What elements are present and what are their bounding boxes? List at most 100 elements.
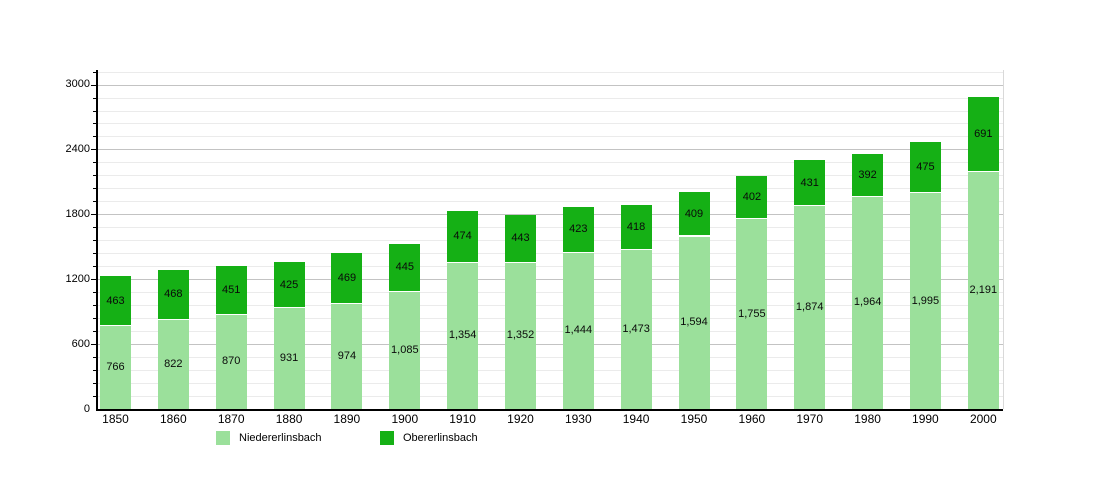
bar-value-label-niedererlinsbach: 1,354 [448, 329, 477, 342]
y-axis-minor-tick [93, 292, 98, 294]
bar-segment-niedererlinsbach [331, 303, 363, 409]
bar-segment-niedererlinsbach [100, 326, 131, 409]
bar-value-label-obererlinsbach: 463 [106, 294, 125, 307]
y-axis-major-tick [91, 279, 98, 281]
bar-value-label-obererlinsbach: 392 [858, 168, 877, 181]
bar-value-label-obererlinsbach: 402 [742, 190, 762, 203]
x-axis-label: 1890 [333, 412, 361, 426]
x-axis-label: 1920 [507, 412, 534, 426]
bar-value-label-obererlinsbach: 445 [395, 261, 414, 274]
bar-value-label-obererlinsbach: 423 [569, 223, 588, 236]
bar-value-label-niedererlinsbach: 1,995 [911, 294, 940, 307]
y-axis-major-tick [91, 344, 98, 346]
y-axis-minor-tick [93, 396, 98, 397]
y-axis-minor-tick [93, 331, 98, 333]
y-axis-major-tick [91, 214, 98, 216]
y-axis-minor-tick [93, 136, 98, 138]
x-axis-label: 1960 [738, 412, 766, 426]
y-axis-line [96, 70, 98, 411]
x-axis-label: 1980 [854, 412, 881, 426]
y-axis-minor-tick [93, 188, 98, 190]
bar-segment-obererlinsbach [389, 243, 421, 291]
gridline-minor [98, 162, 1003, 164]
x-axis-label: 1940 [622, 412, 650, 426]
gridline-minor [98, 370, 1003, 372]
y-axis-minor-tick [93, 370, 98, 372]
bar-value-label-obererlinsbach: 425 [279, 278, 299, 291]
y-axis-minor-tick [93, 97, 98, 99]
bar-segment-niedererlinsbach [909, 193, 941, 409]
bar-value-label-niedererlinsbach: 766 [106, 361, 125, 374]
gridline-minor [98, 110, 1003, 112]
bar-value-label-niedererlinsbach: 1,755 [738, 307, 766, 320]
x-axis-label: 1860 [159, 412, 187, 426]
plot-right-border [1003, 70, 1004, 409]
gridline-minor [98, 331, 1003, 333]
bar-value-label-obererlinsbach: 474 [453, 230, 472, 243]
y-axis-label: 0 [83, 402, 90, 415]
bar-value-label-niedererlinsbach: 1,085 [391, 343, 419, 356]
bar-segment-obererlinsbach [620, 204, 652, 249]
bar-value-label-niedererlinsbach: 931 [279, 352, 299, 365]
x-axis-label: 1950 [680, 412, 708, 426]
gridline-major [98, 214, 1003, 216]
x-axis-label: 1910 [449, 412, 476, 426]
bar-segment-obererlinsbach [273, 262, 305, 308]
bar-value-label-niedererlinsbach: 1,473 [622, 322, 650, 335]
bar-segment-niedererlinsbach [447, 262, 479, 409]
bar-value-label-niedererlinsbach: 822 [164, 358, 183, 370]
gridline-minor [98, 136, 1003, 138]
gridline-minor [98, 175, 1003, 177]
y-axis-minor-tick [93, 318, 98, 320]
gridline-minor [98, 188, 1003, 190]
y-axis-major-tick [91, 149, 98, 151]
bar-segment-obererlinsbach [909, 141, 941, 193]
bar-segment-niedererlinsbach [678, 236, 710, 409]
bar-segment-niedererlinsbach [157, 320, 189, 409]
bar-segment-obererlinsbach [157, 269, 189, 320]
gridline-major [98, 344, 1003, 346]
x-axis-label: 1930 [564, 412, 592, 426]
x-axis-line [96, 409, 1003, 411]
bar-segment-obererlinsbach [678, 192, 710, 236]
y-axis-label: 3000 [65, 78, 90, 90]
gridline-minor [98, 97, 1003, 99]
gridline-major [98, 149, 1003, 151]
y-axis-minor-tick [93, 383, 98, 384]
y-axis-minor-tick [93, 240, 98, 242]
gridline-minor [98, 253, 1003, 255]
bar-value-label-obererlinsbach: 468 [164, 288, 183, 301]
gridline-major [98, 279, 1003, 281]
bar-value-label-niedererlinsbach: 2,191 [969, 284, 998, 296]
gridline-minor [98, 266, 1003, 268]
legend-item-niedererlinsbach: Niedererlinsbach [216, 429, 322, 447]
y-axis-label: 600 [71, 337, 90, 350]
bar-value-label-niedererlinsbach: 870 [222, 355, 241, 368]
gridline-minor [98, 201, 1003, 203]
bar-segment-obererlinsbach [331, 252, 363, 303]
bar-segment-obererlinsbach [447, 211, 479, 262]
gridline-minor [98, 318, 1003, 320]
legend-item-obererlinsbach: Obererlinsbach [380, 429, 478, 447]
x-axis-label: 2000 [969, 412, 997, 426]
y-axis-minor-tick [93, 357, 98, 359]
bar-segment-niedererlinsbach [852, 196, 884, 409]
bar-value-label-niedererlinsbach: 1,964 [853, 296, 882, 309]
legend-swatch-niedererlinsbach [216, 431, 230, 445]
bar-value-label-niedererlinsbach: 974 [337, 349, 357, 362]
legend: Niedererlinsbach Obererlinsbach [0, 429, 1100, 449]
gridline-major [98, 84, 1003, 86]
bar-segment-obererlinsbach [562, 207, 594, 252]
bar-segment-obererlinsbach [967, 97, 999, 171]
gridline-minor [98, 292, 1003, 294]
bar-value-label-niedererlinsbach: 1,594 [680, 316, 708, 329]
bar-value-label-obererlinsbach: 691 [974, 128, 993, 141]
bar-segment-niedererlinsbach [273, 308, 305, 409]
legend-label-obererlinsbach: Obererlinsbach [403, 432, 478, 444]
bar-segment-niedererlinsbach [794, 206, 826, 409]
legend-label-niedererlinsbach: Niedererlinsbach [239, 432, 322, 444]
bar-segment-obererlinsbach [794, 159, 826, 206]
y-axis-major-tick [91, 84, 98, 86]
y-axis-label: 1200 [65, 272, 90, 285]
gridline-minor [98, 240, 1003, 242]
